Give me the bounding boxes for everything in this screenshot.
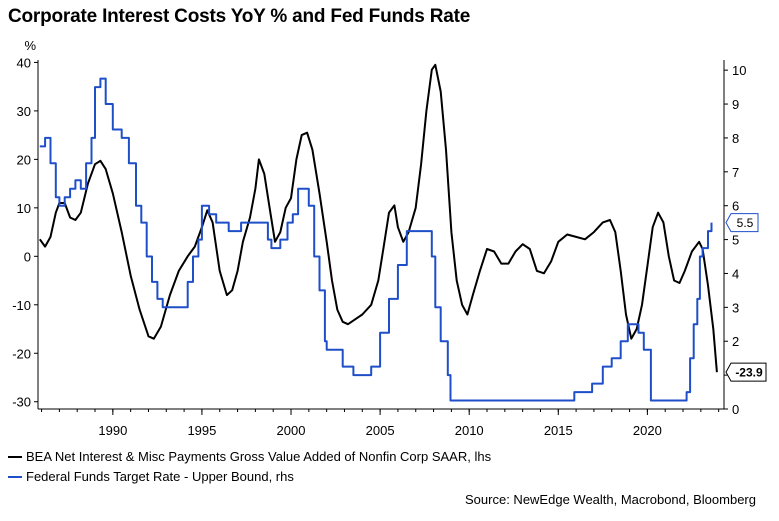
left-tick-label: 40: [17, 55, 31, 70]
right-tick-label: 4: [732, 266, 739, 281]
end-labels: 5.5 -23.9: [725, 213, 767, 382]
legend-swatch-blue: [8, 475, 22, 478]
right-tick-label: 6: [732, 199, 739, 214]
right-tick-label: 2: [732, 334, 739, 349]
series-layer: [38, 63, 718, 402]
left-tick-label: -20: [12, 346, 31, 361]
series-line-black: [38, 63, 718, 373]
x-tick-label: 1995: [187, 423, 216, 438]
source-note: Source: NewEdge Wealth, Macrobond, Bloom…: [465, 492, 756, 507]
right-tick-label: 3: [732, 300, 739, 315]
legend-label-black: BEA Net Interest & Misc Payments Gross V…: [26, 449, 492, 464]
right-tick-label: 10: [732, 63, 746, 78]
chart-title: Corporate Interest Costs YoY % and Fed F…: [8, 6, 471, 27]
right-tick-label: 8: [732, 131, 739, 146]
left-tick-label: -10: [12, 298, 31, 313]
left-tick-label: 0: [24, 249, 31, 264]
right-tick-label: 0: [732, 402, 739, 417]
legend-swatch-black: [8, 455, 22, 458]
left-tick-label: 10: [17, 201, 31, 216]
legend-item-black: BEA Net Interest & Misc Payments Gross V…: [8, 449, 491, 464]
end-label-box-black: [725, 362, 767, 382]
legend-item-blue: Federal Funds Target Rate - Upper Bound,…: [8, 469, 294, 484]
x-tick-label: 2010: [455, 423, 484, 438]
x-tick-label: 2000: [277, 423, 306, 438]
x-tick-label: 2005: [366, 423, 395, 438]
end-label-black: -23.9: [735, 366, 763, 380]
left-tick-label: 30: [17, 104, 31, 119]
right-tick-label: 5: [732, 233, 739, 248]
legend-label-blue: Federal Funds Target Rate - Upper Bound,…: [26, 469, 294, 484]
x-tick-label: 1990: [98, 423, 127, 438]
x-tick-label: 2020: [633, 423, 662, 438]
left-tick-label: -30: [12, 395, 31, 410]
right-tick-label: 7: [732, 165, 739, 180]
x-tick-label: 2015: [544, 423, 573, 438]
left-axis-unit: %: [24, 38, 36, 53]
left-tick-label: 20: [17, 152, 31, 167]
end-label-blue: 5.5: [737, 216, 754, 230]
end-label-box-blue: [725, 213, 759, 233]
right-tick-label: 9: [732, 97, 739, 112]
series-line-blue: [39, 77, 713, 402]
